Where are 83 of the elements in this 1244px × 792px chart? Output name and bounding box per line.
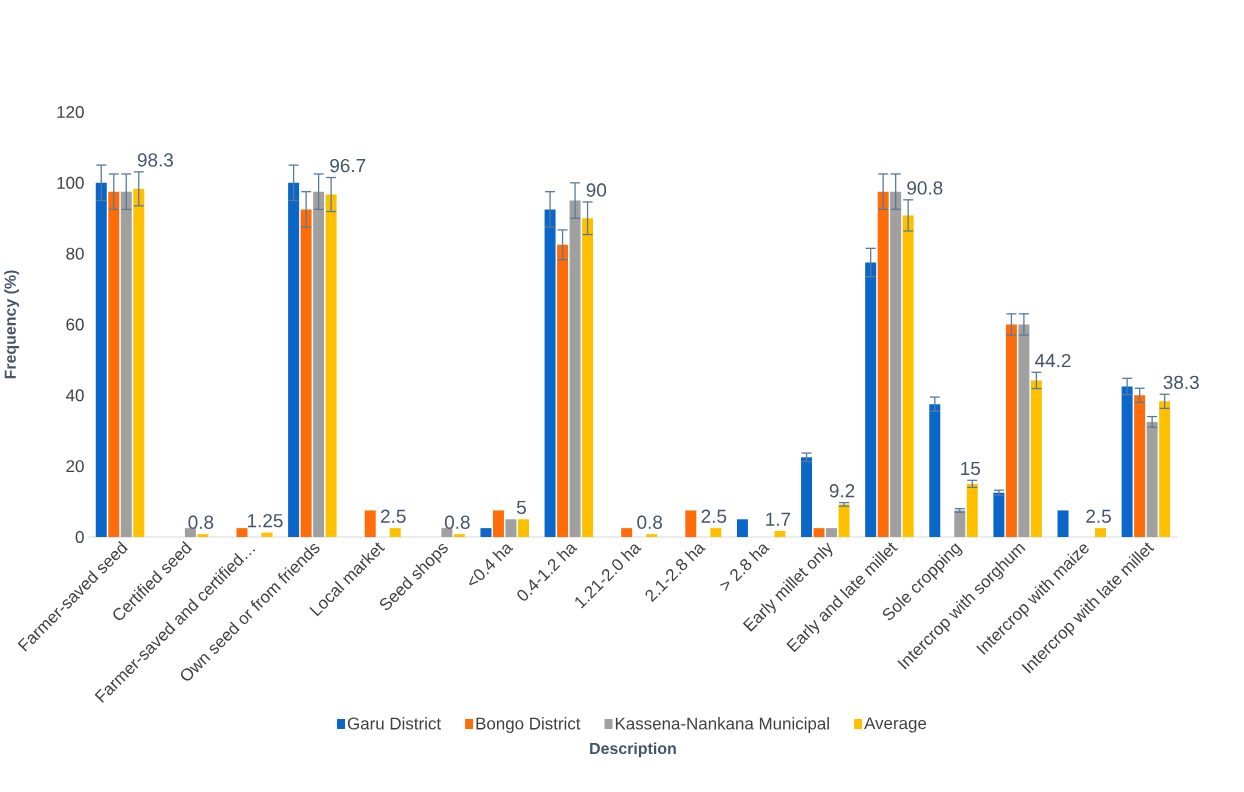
- bar: [288, 182, 300, 537]
- data-label: 2.5: [381, 509, 406, 523]
- y-tick-label: 120: [57, 105, 84, 118]
- data-label: 5: [516, 500, 526, 515]
- bar: [1018, 324, 1030, 537]
- data-label: 2.5: [1086, 509, 1111, 523]
- legend-label: Garu District: [347, 717, 441, 730]
- bar: [133, 188, 145, 537]
- y-tick-label: 60: [66, 318, 84, 331]
- bar: [184, 528, 196, 537]
- bar: [877, 191, 889, 537]
- bar: [1121, 386, 1133, 537]
- bar: [300, 209, 312, 537]
- bar: [313, 191, 325, 537]
- bar: [621, 528, 633, 537]
- data-label: 0.8: [188, 515, 214, 529]
- bar: [492, 510, 504, 537]
- bar: [993, 492, 1005, 537]
- bar: [902, 215, 914, 537]
- data-label: 44.2: [1035, 353, 1071, 368]
- bar: [954, 510, 966, 537]
- bar: [120, 191, 132, 537]
- data-label: 98.3: [137, 153, 173, 167]
- bar: [544, 209, 556, 537]
- bar: [95, 182, 107, 537]
- legend-label: Bongo District: [476, 717, 581, 733]
- bar: [736, 519, 748, 537]
- bar: [929, 404, 941, 537]
- bar: [236, 528, 248, 537]
- data-label: 38.3: [1163, 375, 1199, 390]
- bar: [774, 530, 786, 537]
- bar: [582, 218, 594, 537]
- bar: [453, 534, 465, 537]
- bar: [325, 194, 337, 537]
- data-label: 96.7: [330, 158, 366, 173]
- data-label: 1.25: [248, 513, 283, 528]
- bar: [838, 504, 850, 537]
- data-label: 9.2: [829, 484, 855, 498]
- data-label: 15: [961, 461, 981, 476]
- y-tick-label: 100: [57, 176, 84, 189]
- bar: [389, 528, 401, 537]
- bar: [813, 528, 825, 537]
- bar: [197, 534, 209, 537]
- y-tick-label: 20: [66, 460, 84, 473]
- y-tick-label: 0: [75, 530, 84, 543]
- bar: [710, 528, 722, 537]
- bar: [826, 528, 838, 537]
- legend-label: Average: [864, 717, 927, 733]
- data-label: 2.5: [701, 509, 727, 523]
- x-axis-title: Description: [590, 742, 676, 758]
- bar: [441, 528, 453, 537]
- y-tick-label: 80: [66, 247, 84, 260]
- bar: [557, 244, 569, 537]
- bar: [1134, 395, 1146, 537]
- bar: [1005, 324, 1017, 537]
- data-label: 1.7: [766, 512, 791, 526]
- y-tick-label: 40: [65, 389, 84, 402]
- bar: [1146, 421, 1158, 537]
- bar: [261, 532, 273, 537]
- bar: [685, 510, 697, 537]
- bar: [108, 191, 120, 537]
- bar: [1030, 380, 1042, 537]
- bar: [517, 519, 529, 537]
- bar: [890, 191, 902, 537]
- bar: [801, 457, 813, 537]
- bar: [364, 510, 376, 537]
- bar: [480, 528, 492, 537]
- bar: [569, 200, 581, 537]
- x-tick-label: <0.4 ha: [469, 544, 514, 586]
- x-tick-label: > 2.8 ha: [719, 544, 770, 591]
- bar: [1095, 528, 1107, 537]
- legend-label: Kassena-Nankana Municipal: [615, 717, 829, 733]
- bar: [646, 534, 658, 537]
- y-axis-title: Frequency (%): [4, 270, 20, 379]
- bar: [1057, 510, 1069, 537]
- bar: [505, 519, 517, 537]
- data-label: 0.8: [637, 515, 663, 529]
- data-label: 90: [586, 183, 607, 197]
- bar: [1159, 401, 1171, 537]
- bar: [966, 483, 978, 537]
- data-label: 0.8: [444, 515, 470, 529]
- bar: [865, 262, 877, 537]
- data-label: 90.8: [907, 181, 943, 195]
